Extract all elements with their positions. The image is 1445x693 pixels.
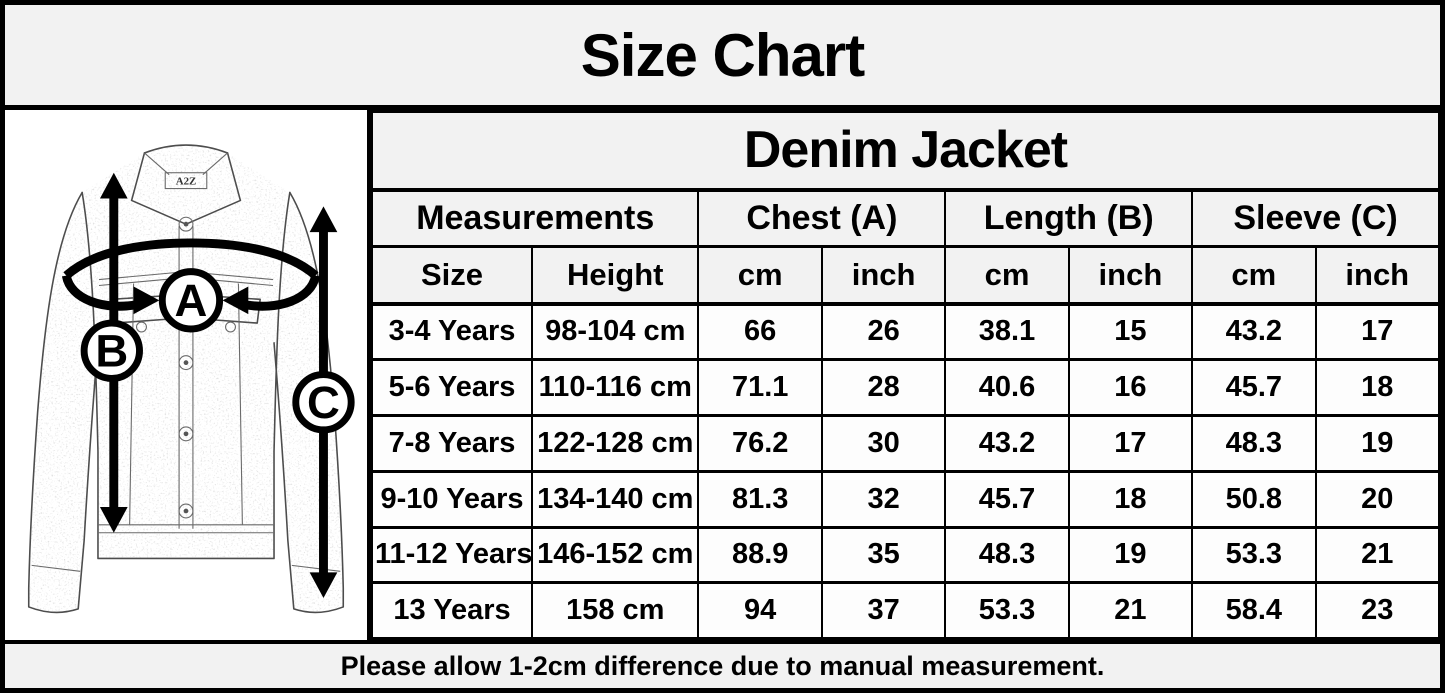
cell-chest-inch: 26 [820, 301, 947, 362]
cell-sleeve-inch: 19 [1314, 414, 1440, 473]
cell-sleeve-inch: 20 [1314, 469, 1440, 529]
cell-length-inch: 17 [1067, 414, 1194, 473]
cell-chest-cm: 66 [697, 301, 823, 362]
sub-header-length-cm: cm [944, 245, 1070, 306]
cell-sleeve-cm: 48.3 [1191, 414, 1317, 473]
cell-length-inch: 18 [1067, 469, 1194, 529]
footer-note: Please allow 1-2cm difference due to man… [340, 650, 1105, 681]
cell-chest-cm: 81.3 [697, 469, 823, 529]
page-title: Size Chart [580, 21, 865, 89]
sub-header-size: Size [370, 245, 534, 306]
cell-sleeve-inch: 23 [1314, 581, 1440, 640]
jacket-diagram-panel: A2Z [5, 110, 371, 640]
marker-b-letter: B [95, 326, 128, 377]
cell-sleeve-inch: 17 [1314, 301, 1440, 362]
cell-height: 158 cm [531, 581, 700, 640]
sub-header-length-inch: inch [1067, 245, 1194, 306]
table-row: 11-12 Years 146-152 cm 88.9 35 48.3 19 5… [370, 525, 1440, 585]
cell-length-cm: 45.7 [944, 469, 1070, 529]
marker-b: B [80, 319, 143, 382]
cell-sleeve-cm: 45.7 [1191, 358, 1317, 418]
group-header-row: Measurements Chest (A) Length (B) Sleeve… [370, 188, 1440, 248]
cell-length-cm: 43.2 [944, 414, 1070, 473]
cell-chest-inch: 35 [820, 525, 947, 585]
table-row: 13 Years 158 cm 94 37 53.3 21 58.4 23 [370, 581, 1440, 640]
cell-chest-inch: 37 [820, 581, 947, 640]
cell-sleeve-cm: 43.2 [1191, 301, 1317, 362]
group-header-chest: Chest (A) [697, 188, 947, 248]
size-table-panel: Denim Jacket Measurements Chest (A) Leng… [370, 110, 1440, 640]
cell-size: 9-10 Years [370, 469, 534, 529]
jacket-buttons [178, 216, 194, 519]
sub-header-sleeve-inch: inch [1314, 245, 1440, 306]
cell-length-cm: 38.1 [944, 301, 1070, 362]
cell-height: 134-140 cm [531, 469, 700, 529]
sub-header-row: Size Height cm inch cm inch cm inch [370, 245, 1440, 306]
brand-label: A2Z [176, 176, 197, 188]
cell-size: 11-12 Years [370, 525, 534, 585]
sub-header-chest-cm: cm [697, 245, 823, 306]
title-bar: Size Chart [5, 5, 1440, 110]
cell-length-cm: 48.3 [944, 525, 1070, 585]
cell-chest-cm: 88.9 [697, 525, 823, 585]
cell-length-inch: 16 [1067, 358, 1194, 418]
cell-length-cm: 40.6 [944, 358, 1070, 418]
marker-c-letter: C [307, 377, 340, 428]
cell-length-inch: 21 [1067, 581, 1194, 640]
cell-chest-cm: 71.1 [697, 358, 823, 418]
cell-height: 110-116 cm [531, 358, 700, 418]
cell-chest-inch: 30 [820, 414, 947, 473]
cell-height: 146-152 cm [531, 525, 700, 585]
cell-sleeve-inch: 21 [1314, 525, 1440, 585]
size-table: Denim Jacket Measurements Chest (A) Leng… [370, 110, 1440, 640]
cell-length-inch: 15 [1067, 301, 1194, 362]
marker-c: C [292, 371, 355, 434]
table-row: 9-10 Years 134-140 cm 81.3 32 45.7 18 50… [370, 469, 1440, 529]
cell-sleeve-cm: 50.8 [1191, 469, 1317, 529]
group-header-sleeve: Sleeve (C) [1191, 188, 1440, 248]
cell-chest-cm: 76.2 [697, 414, 823, 473]
cell-chest-inch: 32 [820, 469, 947, 529]
cell-chest-cm: 94 [697, 581, 823, 640]
cell-size: 7-8 Years [370, 414, 534, 473]
cell-length-inch: 19 [1067, 525, 1194, 585]
chest-measure-arrow [61, 238, 320, 315]
cell-size: 5-6 Years [370, 358, 534, 418]
marker-a-letter: A [175, 275, 208, 326]
marker-a: A [158, 268, 224, 333]
table-row: 3-4 Years 98-104 cm 66 26 38.1 15 43.2 1… [370, 301, 1440, 362]
cell-sleeve-cm: 58.4 [1191, 581, 1317, 640]
sub-header-sleeve-cm: cm [1191, 245, 1317, 306]
jacket-texture [28, 145, 344, 613]
cell-size: 13 Years [370, 581, 534, 640]
content-area: A2Z [5, 110, 1440, 640]
cell-height: 98-104 cm [531, 301, 700, 362]
cell-chest-inch: 28 [820, 358, 947, 418]
sub-header-chest-inch: inch [820, 245, 947, 306]
cell-sleeve-inch: 18 [1314, 358, 1440, 418]
cell-length-cm: 53.3 [944, 581, 1070, 640]
cell-size: 3-4 Years [370, 301, 534, 362]
footer-note-bar: Please allow 1-2cm difference due to man… [5, 640, 1440, 688]
product-header-row: Denim Jacket [371, 110, 1440, 192]
group-header-length: Length (B) [944, 188, 1194, 248]
cell-sleeve-cm: 53.3 [1191, 525, 1317, 585]
group-header-measurements: Measurements [370, 188, 700, 248]
jacket-measurement-diagram: A2Z [27, 144, 355, 614]
product-title: Denim Jacket [371, 110, 1440, 192]
table-row: 5-6 Years 110-116 cm 71.1 28 40.6 16 45.… [370, 358, 1440, 418]
sub-header-height: Height [531, 245, 700, 306]
table-row: 7-8 Years 122-128 cm 76.2 30 43.2 17 48.… [370, 414, 1440, 473]
cell-height: 122-128 cm [531, 414, 700, 473]
